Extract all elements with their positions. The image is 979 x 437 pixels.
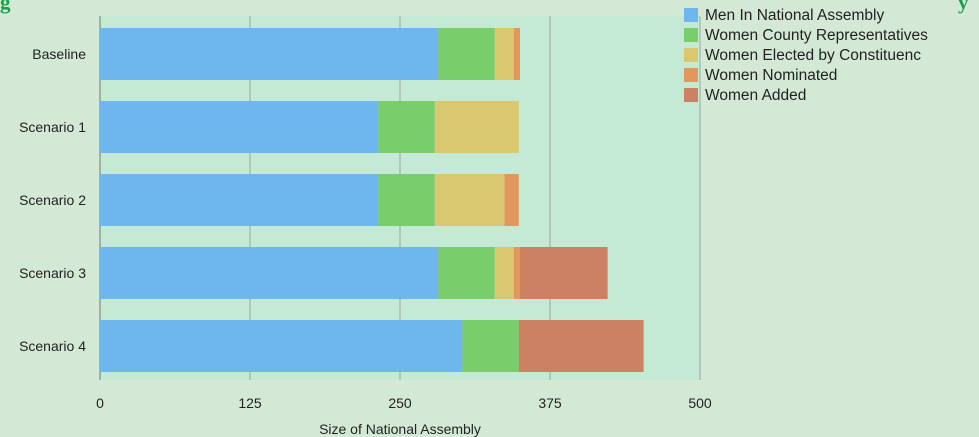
category-label: Baseline (32, 46, 86, 62)
bar-segment (514, 28, 520, 80)
bar-segment (100, 101, 379, 153)
bar-segment (438, 247, 495, 299)
x-tick-label: 250 (388, 395, 412, 411)
x-tick-label: 500 (688, 395, 712, 411)
x-tick-label: 0 (96, 395, 104, 411)
x-tick-label: 125 (238, 395, 262, 411)
legend-swatch (684, 28, 698, 42)
x-tick-label: 375 (538, 395, 562, 411)
bar-segment (434, 101, 519, 153)
legend-swatch (684, 48, 698, 62)
bar-segment (100, 247, 439, 299)
bar-segment (514, 247, 520, 299)
bar-segment (100, 174, 379, 226)
bar-segment (494, 28, 514, 80)
bars (100, 28, 644, 372)
legend-swatch (684, 8, 698, 22)
bar-segment (378, 174, 435, 226)
legend-label: Women Elected by Constituenc (705, 47, 921, 64)
bar-segment (378, 101, 435, 153)
bar-segment (504, 174, 519, 226)
legend-label: Women Nominated (705, 67, 837, 84)
clipped-title-end: y (958, 0, 969, 14)
category-label: Scenario 1 (19, 119, 86, 135)
bar-segment (520, 247, 608, 299)
category-label: Scenario 4 (19, 338, 86, 354)
bar-segment (518, 320, 644, 372)
clipped-title-start: g (0, 0, 11, 14)
bar-segment (100, 320, 463, 372)
legend-label: Women Added (705, 87, 806, 104)
legend: Men In National Assembly Women County Rep… (684, 7, 928, 104)
bar-segment (462, 320, 519, 372)
category-label: Scenario 3 (19, 265, 86, 281)
y-tick-labels: Baseline Scenario 1 Scenario 2 Scenario 3 Sc… (19, 46, 86, 354)
bar-segment (438, 28, 495, 80)
category-label: Scenario 2 (19, 192, 86, 208)
legend-label: Men In National Assembly (705, 7, 884, 24)
legend-label: Women County Representatives (705, 27, 928, 44)
legend-swatch (684, 68, 698, 82)
legend-swatch (684, 88, 698, 102)
x-axis-title: Size of National Assembly (319, 421, 481, 437)
bar-segment (494, 247, 514, 299)
x-tick-labels: 0 125 250 375 500 (96, 395, 712, 411)
bar-segment (434, 174, 505, 226)
bar-segment (100, 28, 439, 80)
